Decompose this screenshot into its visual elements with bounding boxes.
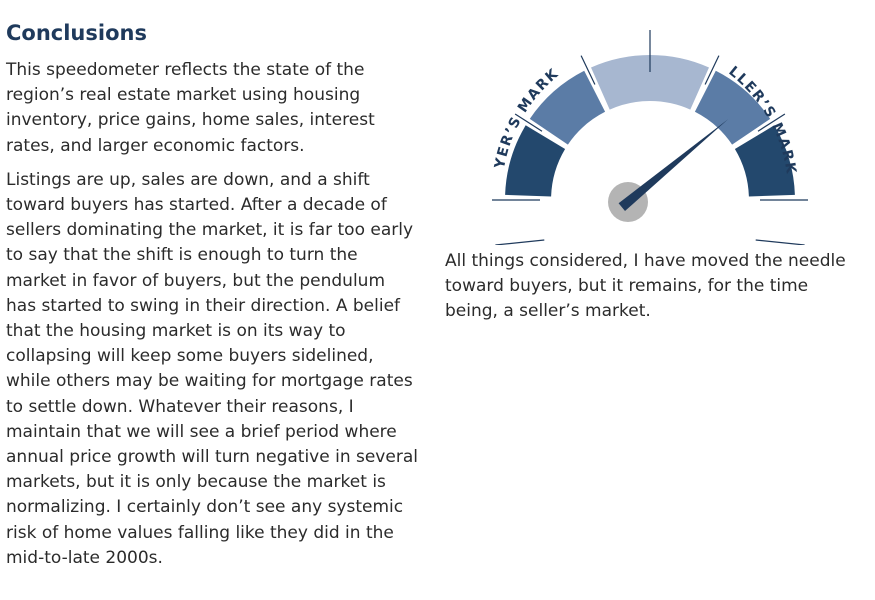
section-heading: Conclusions bbox=[6, 21, 147, 45]
gauge-segment-neutral bbox=[591, 54, 709, 110]
gauge-base-line-0 bbox=[495, 239, 545, 245]
gauge-tick-4 bbox=[704, 55, 720, 85]
market-speedometer: BUYER’S MARKET SELLER’S MARKET bbox=[465, 20, 835, 245]
gauge-segment-buyers bbox=[529, 70, 606, 145]
gauge-segment-sellers-strong bbox=[734, 125, 795, 197]
gauge-tick-2 bbox=[580, 55, 596, 85]
gauge-base-line-1 bbox=[755, 239, 805, 245]
gauge-tick-1 bbox=[514, 113, 543, 132]
conclusions-section: Conclusions This speedometer reflects th… bbox=[6, 18, 420, 580]
speedometer-graphic: BUYER’S MARKET SELLER’S MARKET bbox=[465, 20, 808, 245]
gauge-tick-5 bbox=[757, 113, 786, 132]
gauge-caption: All things considered, I have moved the … bbox=[445, 251, 846, 322]
intro-paragraph: This speedometer reflects the state of t… bbox=[6, 60, 375, 156]
gauge-segment-buyers-strong bbox=[505, 125, 566, 197]
gauge-needle bbox=[618, 119, 729, 211]
analysis-paragraph: Listings are up, sales are down, and a s… bbox=[6, 169, 418, 568]
gauge-segment-sellers bbox=[694, 70, 771, 145]
